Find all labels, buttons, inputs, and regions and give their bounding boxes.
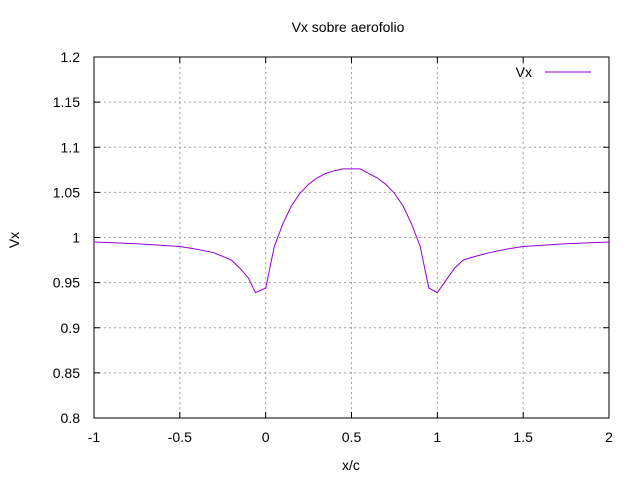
x-axis-label: x/c	[342, 457, 360, 473]
y-tick-label: 1	[72, 230, 80, 246]
y-axis-label: Vx	[6, 232, 22, 248]
x-tick-label: 2	[605, 429, 613, 445]
y-tick-label: 1.15	[53, 94, 80, 110]
y-tick-label: 0.85	[53, 365, 80, 381]
grid-lines	[94, 57, 609, 418]
x-tick-label: 0	[262, 429, 270, 445]
y-tick-label: 0.95	[53, 275, 80, 291]
x-tick-label: 0.5	[342, 429, 362, 445]
y-tick-label: 1.1	[61, 139, 81, 155]
y-axis-ticks: 0.8 0.85 0.9 0.95 1 1.05 1.1 1.15 1.2	[53, 49, 609, 426]
x-tick-label: 1.5	[513, 429, 533, 445]
x-tick-label: -0.5	[168, 429, 192, 445]
chart-title: Vx sobre aerofolio	[292, 19, 405, 35]
legend: Vx	[516, 64, 591, 80]
legend-label: Vx	[516, 64, 532, 80]
y-tick-label: 1.05	[53, 184, 80, 200]
x-axis-ticks: -1 -0.5 0 0.5 1 1.5 2	[88, 57, 613, 445]
y-tick-label: 0.9	[61, 320, 81, 336]
y-tick-label: 0.8	[61, 410, 81, 426]
y-tick-label: 1.2	[61, 49, 81, 65]
x-tick-label: -1	[88, 429, 101, 445]
series-lines	[93, 168, 610, 294]
x-tick-label: 1	[433, 429, 441, 445]
series-line-vx	[93, 168, 610, 294]
